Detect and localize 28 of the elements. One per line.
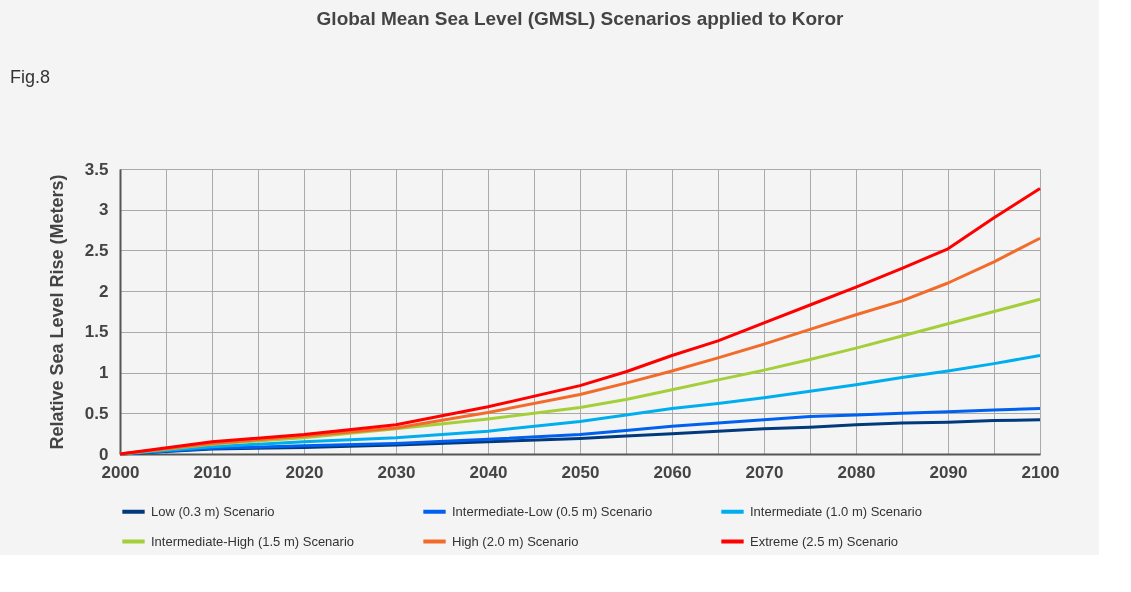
legend-label: Intermediate (1.0 m) Scenario [750, 503, 922, 519]
x-tick-label: 2100 [1021, 462, 1060, 482]
x-tick-label: 2050 [561, 462, 600, 482]
x-tick-label: 2020 [285, 462, 324, 482]
y-tick-label: 1.5 [84, 322, 109, 342]
chart-title: Global Mean Sea Level (GMSL) Scenarios applied to Koror [316, 8, 845, 29]
legend-label: Intermediate-High (1.5 m) Scenario [151, 533, 355, 549]
x-tick-label: 2030 [377, 462, 416, 482]
x-tick-label: 2000 [101, 462, 140, 482]
legend-label: Extreme (2.5 m) Scenario [750, 533, 899, 549]
x-tick-label: 2090 [929, 462, 968, 482]
y-axis-title: Relative Sea Level Rise (Meters) [46, 174, 67, 450]
y-tick-label: 2.5 [84, 240, 109, 260]
x-tick-label: 2080 [837, 462, 876, 482]
y-tick-label: 2 [99, 281, 109, 301]
x-tick-label: 2060 [653, 462, 692, 482]
legend-label: High (2.0 m) Scenario [452, 533, 579, 549]
y-tick-label: 0 [99, 444, 109, 464]
x-tick-label: 2010 [193, 462, 232, 482]
y-tick-label: 0.5 [84, 403, 109, 423]
caption: Fig.8 [10, 67, 51, 87]
y-tick-label: 3.5 [84, 159, 109, 179]
legend-label: Intermediate-Low (0.5 m) Scenario [452, 503, 653, 519]
y-tick-label: 1 [99, 363, 109, 383]
x-tick-label: 2070 [745, 462, 784, 482]
x-tick-label: 2040 [469, 462, 508, 482]
legend-label: Low (0.3 m) Scenario [151, 503, 275, 519]
y-tick-label: 3 [99, 200, 109, 220]
